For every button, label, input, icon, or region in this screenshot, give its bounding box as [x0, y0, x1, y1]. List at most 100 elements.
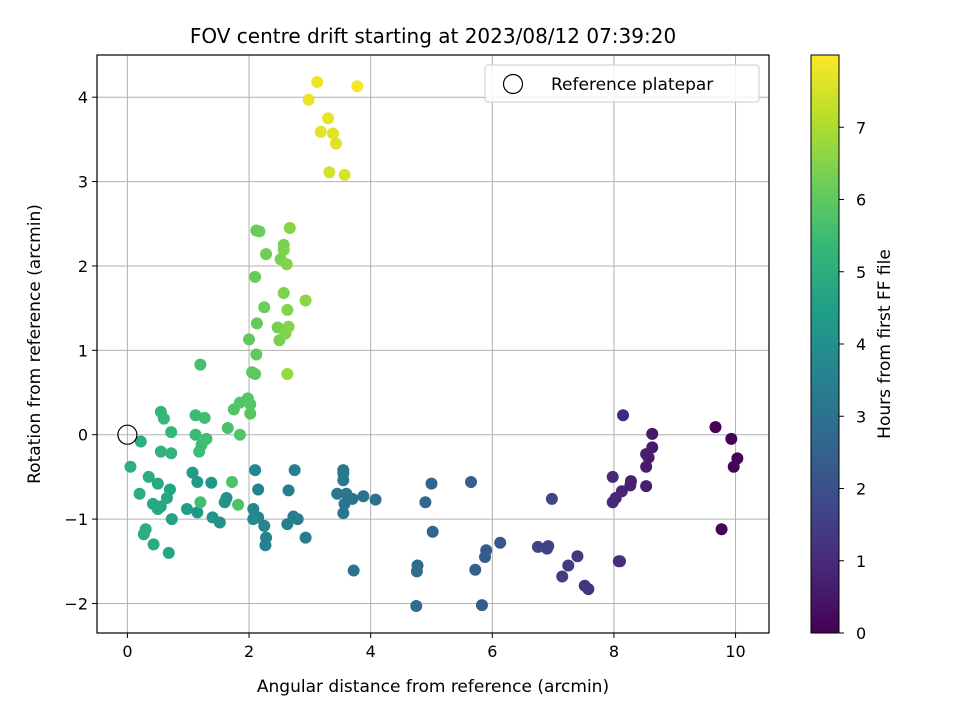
data-point [314, 125, 327, 138]
data-point [249, 270, 262, 283]
data-point [198, 411, 211, 424]
data-point [226, 475, 239, 488]
x-tick-label: 6 [487, 642, 497, 661]
data-point [247, 502, 260, 515]
data-point [189, 409, 202, 422]
data-point [218, 496, 231, 509]
colorbar-tick-label: 5 [856, 263, 866, 282]
data-point [640, 460, 653, 473]
data-point [410, 599, 423, 612]
data-point [562, 559, 575, 572]
data-point [640, 480, 653, 493]
colorbar-label: Hours from first FF file [875, 249, 895, 439]
data-point [282, 484, 295, 497]
data-point [494, 536, 507, 549]
data-point [165, 513, 178, 526]
data-point [200, 432, 213, 445]
data-point [151, 477, 164, 490]
data-point [337, 507, 350, 520]
data-point [478, 551, 491, 564]
data-point [253, 225, 266, 238]
data-point [322, 112, 335, 125]
data-point [299, 531, 312, 544]
data-point [347, 564, 360, 577]
data-point [725, 432, 738, 445]
data-point [137, 528, 150, 541]
data-point [249, 464, 262, 477]
data-point [640, 448, 653, 461]
data-point [165, 447, 178, 460]
data-point [330, 137, 343, 150]
data-point [299, 294, 312, 307]
data-point [426, 525, 439, 538]
colorbar-tick-label: 6 [856, 191, 866, 210]
data-point [154, 445, 167, 458]
colorbar-tick-label: 0 [856, 624, 866, 643]
colorbar-tick-label: 7 [856, 118, 866, 137]
x-tick-label: 0 [122, 642, 132, 661]
legend-entry-reference: Reference platepar [551, 75, 713, 95]
data-point [545, 492, 558, 505]
colorbar-tick-label: 3 [856, 407, 866, 426]
y-tick-label: −1 [64, 510, 88, 529]
data-point [727, 460, 740, 473]
chart-title: FOV centre drift starting at 2023/08/12 … [190, 24, 676, 48]
data-point [252, 483, 265, 496]
data-point [247, 513, 260, 526]
data-point [233, 428, 246, 441]
data-point [232, 498, 245, 511]
data-point [250, 348, 263, 361]
data-point [244, 407, 257, 420]
x-tick-label: 10 [725, 642, 745, 661]
x-tick-label: 2 [244, 642, 254, 661]
colorbar-tick-label: 1 [856, 552, 866, 571]
legend: Reference platepar [484, 64, 760, 103]
data-point [258, 301, 271, 314]
data-point [606, 470, 619, 483]
data-point [147, 538, 160, 551]
data-point [191, 506, 204, 519]
data-point [280, 258, 293, 271]
data-point [258, 519, 271, 532]
data-point [165, 426, 178, 439]
y-tick-label: 4 [78, 88, 88, 107]
data-point [277, 286, 290, 299]
data-point [357, 490, 370, 503]
data-point [410, 565, 423, 578]
data-point [302, 93, 315, 106]
data-point [646, 427, 659, 440]
grid-lines [97, 55, 769, 633]
data-point [337, 474, 350, 487]
data-point [624, 479, 637, 492]
y-tick-label: −2 [64, 594, 88, 613]
data-point [142, 470, 155, 483]
data-point [244, 398, 257, 411]
data-point [194, 496, 207, 509]
data-point [194, 358, 207, 371]
data-point [160, 491, 173, 504]
colorbar-tick-label: 4 [856, 335, 866, 354]
reference-platepar-marker [117, 424, 138, 445]
data-point [205, 476, 218, 489]
legend-box [484, 64, 760, 103]
data-point [146, 497, 159, 510]
data-point [326, 127, 339, 140]
data-point [578, 579, 591, 592]
data-point [134, 435, 147, 448]
data-point [281, 367, 294, 380]
data-point [259, 539, 272, 552]
data-point [556, 570, 569, 583]
data-point [323, 166, 336, 179]
data-point [465, 475, 478, 488]
data-point [124, 460, 137, 473]
colorbar [810, 54, 840, 634]
data-point [709, 421, 722, 434]
data-point [206, 511, 219, 524]
plot-frame [96, 54, 770, 634]
data-point [162, 546, 175, 559]
data-point [133, 487, 146, 500]
y-tick-label: 3 [78, 173, 88, 192]
x-tick-label: 4 [366, 642, 376, 661]
data-point [282, 320, 295, 333]
data-point [338, 168, 351, 181]
